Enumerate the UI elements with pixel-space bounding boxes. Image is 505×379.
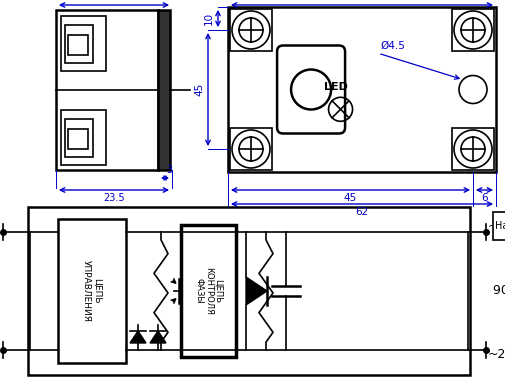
Bar [65, 119, 93, 157]
FancyBboxPatch shape [277, 45, 344, 133]
Bar [56, 10, 158, 170]
Bar [68, 35, 88, 55]
Text: ЦЕПЬ
КОНТРОЛЯ
ФАЗЫ: ЦЕПЬ КОНТРОЛЯ ФАЗЫ [194, 267, 222, 315]
Bar [61, 16, 106, 71]
Bar [68, 129, 88, 149]
Text: 23.5: 23.5 [103, 193, 125, 203]
Bar [158, 10, 170, 170]
Text: 45: 45 [193, 83, 204, 96]
Text: 10: 10 [204, 12, 214, 25]
Text: LED: LED [323, 82, 347, 92]
Bar [230, 9, 272, 51]
Text: ~1: ~1 [487, 221, 505, 233]
Text: 62: 62 [355, 207, 368, 217]
Text: ЦЕПЬ
УПРАВЛЕНИЯ: ЦЕПЬ УПРАВЛЕНИЯ [82, 260, 102, 322]
Bar [228, 7, 495, 172]
Text: Нагрузка: Нагрузка [494, 221, 505, 231]
Bar [492, 212, 505, 240]
Polygon shape [245, 277, 267, 305]
Polygon shape [149, 331, 166, 343]
Text: 90-480B AC: 90-480B AC [492, 285, 505, 298]
Bar [230, 128, 272, 170]
Bar [181, 225, 235, 357]
Text: 3: 3 [166, 165, 172, 175]
Text: ~2: ~2 [487, 349, 505, 362]
Bar [61, 110, 106, 165]
Bar [65, 25, 93, 63]
Polygon shape [130, 331, 146, 343]
Text: Ø4.5: Ø4.5 [379, 41, 404, 51]
Bar [451, 9, 493, 51]
Bar [451, 128, 493, 170]
Bar [58, 219, 126, 363]
Text: 45: 45 [343, 193, 357, 203]
Bar [28, 207, 469, 375]
Text: 6: 6 [480, 193, 487, 203]
